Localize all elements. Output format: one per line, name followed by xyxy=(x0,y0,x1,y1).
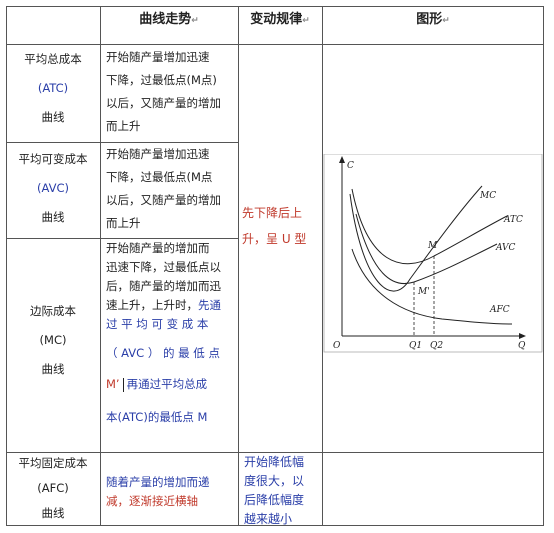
atc-trend: 开始随产量增加迅速 下降，过最低点(M点) 以后，又随产量的增加 而上升 xyxy=(106,50,221,133)
graph-frame xyxy=(323,154,543,353)
label-afc: AFC xyxy=(489,305,510,315)
label-m-prime: M' xyxy=(417,287,430,297)
header-divider xyxy=(6,44,544,45)
afc-rule: 开始降低幅 度很大，以 后降低幅度 越来越小 xyxy=(244,455,305,526)
table-border-right xyxy=(543,6,544,526)
cost-curves-table: 曲线走势↵ 变动规律↵ 图形↵ 平均总成本 (ATC) 曲线 开始随产量增加迅速… xyxy=(6,6,544,526)
afc-name: 平均固定成本 (AFC) 曲线 xyxy=(18,456,88,520)
row-divider-avc xyxy=(6,238,238,239)
curve-atc xyxy=(351,188,508,265)
label-mc: MC xyxy=(479,191,496,201)
curve-afc xyxy=(351,248,513,325)
label-atc: ATC xyxy=(503,215,523,225)
label-q1: Q1 xyxy=(409,341,422,351)
label-o: O xyxy=(333,341,341,351)
header-graph: 图形↵ xyxy=(416,12,450,27)
row-divider-atc xyxy=(6,142,238,143)
row-divider-mc xyxy=(6,452,544,453)
y-axis-arrow xyxy=(339,156,345,163)
header-rule: 变动规律↵ xyxy=(250,12,310,27)
label-q2: Q2 xyxy=(430,341,443,351)
col-divider-2 xyxy=(238,6,239,526)
x-axis-arrow xyxy=(519,333,526,339)
afc-trend: 随着产量的增加而递 减，逐渐接近横轴 xyxy=(106,475,210,508)
label-avc: AVC xyxy=(495,243,516,253)
curve-mc xyxy=(349,185,483,292)
label-m: M xyxy=(427,241,438,251)
label-c: C xyxy=(347,161,354,171)
table-border-bottom xyxy=(6,525,544,526)
header-curve: 曲线走势↵ xyxy=(139,12,199,27)
col-divider-1 xyxy=(100,6,101,526)
shared-rule: 先下降后上 升，呈 U 型 xyxy=(242,206,307,246)
table-border-top xyxy=(6,6,544,7)
col-divider-3 xyxy=(322,6,323,526)
mc-name: 边际成本 (MC) 曲线 xyxy=(30,304,76,376)
avc-name: 平均可变成本 (AVC) 曲线 xyxy=(18,152,88,224)
cost-curves-graph: C O Q MC ATC AVC AFC M M' Q1 Q2 xyxy=(323,154,543,353)
atc-name: 平均总成本 (ATC) 曲线 xyxy=(24,52,82,124)
table-border-left xyxy=(6,6,7,526)
avc-trend: 开始随产量增加迅速 下降，过最低点(M点 以后，又随产量的增加 而上升 xyxy=(106,147,221,230)
mc-trend: 开始随产量的增加而 迅速下降，过最低点以 后，随产量的增加而迅 速上升，上升时，… xyxy=(106,241,221,424)
label-q: Q xyxy=(518,341,526,351)
